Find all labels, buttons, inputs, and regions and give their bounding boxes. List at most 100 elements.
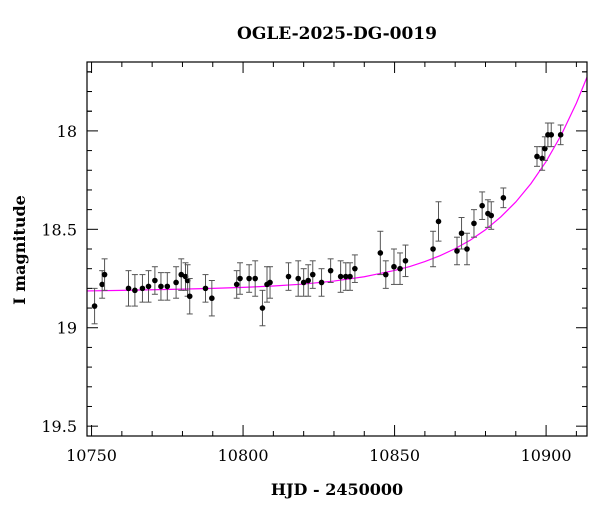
chart-title: OGLE-2025-DG-0019 — [237, 24, 437, 44]
data-marker — [309, 271, 316, 278]
data-point — [208, 279, 215, 317]
x-tick-label: 10850 — [369, 446, 420, 465]
data-marker — [99, 281, 105, 288]
x-tick-label: 10800 — [218, 446, 269, 465]
data-point — [178, 258, 185, 291]
data-point — [186, 278, 193, 315]
data-point — [470, 209, 477, 238]
data-point — [101, 258, 108, 291]
x-tick-label: 10750 — [66, 446, 117, 465]
data-point — [157, 272, 164, 301]
data-marker — [295, 275, 302, 282]
data-point — [500, 187, 507, 209]
data-point — [377, 230, 384, 276]
data-point — [327, 258, 334, 283]
data-point — [252, 260, 259, 297]
data-point — [454, 236, 460, 266]
data-marker — [184, 277, 191, 284]
x-axis-label: HJD - 2450000 — [271, 480, 403, 499]
model-curve — [86, 76, 588, 292]
data-marker — [539, 155, 545, 162]
y-tick-label: 18.5 — [41, 220, 77, 239]
data-point — [479, 191, 486, 220]
data-marker — [91, 303, 98, 309]
data-point — [164, 272, 171, 301]
data-marker — [342, 273, 349, 280]
data-marker — [488, 212, 495, 219]
data-marker — [352, 265, 358, 272]
data-marker — [318, 279, 325, 286]
data-point — [233, 270, 240, 299]
data-point — [237, 262, 244, 295]
data-marker — [479, 202, 485, 209]
data-point — [246, 264, 253, 293]
data-marker — [471, 220, 477, 227]
data-point — [145, 270, 152, 303]
data-marker — [454, 248, 460, 254]
data-point — [131, 274, 138, 307]
data-point — [464, 232, 470, 266]
y-tick-label: 18 — [57, 122, 77, 141]
data-point — [125, 270, 132, 307]
data-marker — [145, 283, 152, 290]
x-tick-label: 10900 — [521, 446, 572, 465]
data-marker — [237, 275, 243, 282]
data-point — [382, 260, 389, 289]
data-marker — [173, 279, 179, 286]
data-point — [295, 260, 302, 297]
data-marker — [337, 273, 344, 280]
data-marker — [435, 218, 442, 225]
data-marker — [202, 285, 209, 292]
data-marker — [209, 295, 215, 302]
data-point — [557, 124, 564, 146]
data-point — [435, 201, 442, 242]
data-marker — [402, 258, 409, 264]
data-marker — [285, 273, 292, 280]
data-marker — [542, 145, 548, 152]
data-point — [488, 201, 495, 230]
data-point — [202, 274, 209, 303]
data-point — [337, 260, 344, 293]
data-marker — [458, 230, 465, 237]
data-point — [285, 262, 292, 291]
data-marker — [259, 305, 266, 311]
data-point — [548, 122, 555, 148]
data-marker — [327, 267, 334, 274]
data-point — [402, 244, 409, 278]
data-point — [139, 274, 146, 303]
data-point — [151, 266, 158, 295]
data-point — [397, 252, 404, 285]
data-point — [351, 254, 358, 283]
data-marker — [305, 277, 312, 284]
plot-frame — [86, 61, 588, 437]
data-point — [182, 262, 189, 291]
y-tick-label: 19.5 — [41, 417, 77, 436]
data-marker — [246, 275, 252, 282]
data-point — [347, 262, 354, 291]
data-point — [91, 287, 98, 325]
data-marker — [186, 293, 193, 300]
data-marker — [464, 246, 470, 252]
data-marker — [500, 195, 507, 201]
data-marker — [548, 132, 555, 138]
data-point — [318, 268, 325, 297]
data-marker — [132, 287, 138, 294]
data-point — [539, 146, 546, 171]
data-marker — [252, 275, 258, 282]
data-marker — [430, 246, 436, 252]
data-marker — [557, 132, 564, 138]
data-marker — [300, 279, 307, 286]
data-point — [534, 146, 540, 167]
data-marker — [125, 285, 132, 292]
data-point — [458, 217, 465, 250]
data-point — [184, 264, 191, 297]
data-point — [267, 266, 274, 299]
data-marker — [534, 153, 540, 160]
data-point — [305, 264, 312, 297]
data-marker — [139, 285, 146, 292]
data-marker — [164, 283, 171, 290]
data-marker — [101, 271, 108, 278]
data-marker — [397, 265, 403, 272]
y-axis-label: I magnitude — [10, 195, 29, 305]
data-marker — [158, 283, 164, 290]
